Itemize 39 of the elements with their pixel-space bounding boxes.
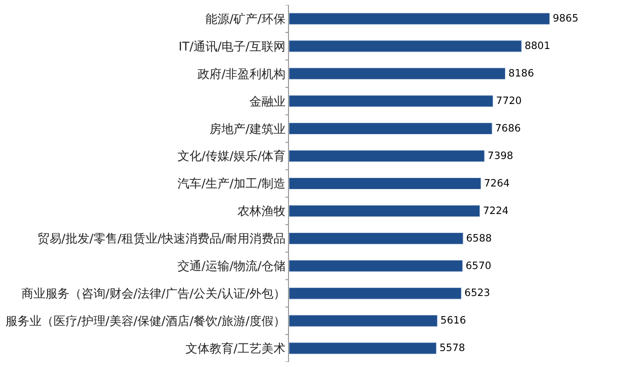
data-label: 7720 — [496, 96, 522, 107]
bar — [289, 177, 482, 190]
bar — [289, 122, 492, 135]
bar — [289, 232, 464, 244]
data-label: 6588 — [466, 233, 492, 244]
bar — [289, 260, 463, 272]
y-tick-label: 服务业（医疗/护理/美容/保健/酒店/餐饮/旅游/度假） — [5, 314, 286, 328]
bar — [289, 40, 522, 52]
bar — [289, 12, 550, 25]
y-tick-label: 金融业 — [250, 94, 286, 108]
y-tick-label: 文化/传媒/娱乐/体育 — [177, 149, 286, 164]
data-label: 8801 — [524, 41, 550, 52]
y-tick-label: 能源/矿产/环保 — [206, 12, 286, 26]
y-tick-label: 汽车/生产/加工/制造 — [177, 176, 286, 191]
data-label: 8186 — [508, 68, 534, 80]
bar — [289, 204, 480, 217]
bar — [289, 314, 438, 327]
data-label: 5578 — [439, 343, 466, 354]
bar — [289, 68, 506, 80]
y-tick-label: 政府/非盈利机构 — [198, 66, 286, 81]
y-tick-label: 房地产/建筑业 — [210, 122, 286, 136]
data-label: 7686 — [495, 123, 521, 134]
data-label: 6523 — [464, 288, 490, 300]
y-tick-label: 交通/运输/物流/仓储 — [177, 259, 286, 274]
bar — [289, 150, 485, 162]
data-label: 6570 — [466, 260, 492, 272]
bar — [289, 342, 437, 354]
y-tick-label: 农林渔牧 — [238, 204, 286, 218]
data-label: 7224 — [482, 206, 509, 217]
bar — [289, 95, 494, 108]
y-tick-label: 商业服务（咨询/财会/法律/广告/公关/认证/外包） — [21, 286, 286, 301]
bar — [289, 287, 462, 300]
data-label: 9865 — [552, 14, 578, 25]
data-label: 7264 — [484, 178, 510, 190]
y-tick-label: 贸易/批发/零售/租赁业/快速消费品/耐用消费品 — [37, 232, 286, 246]
y-tick-label: 文体教育/工艺美术 — [186, 341, 286, 356]
data-label: 7398 — [488, 150, 514, 162]
data-label: 5616 — [440, 316, 466, 327]
y-tick-label: IT/通讯/电子/互联网 — [178, 39, 286, 54]
